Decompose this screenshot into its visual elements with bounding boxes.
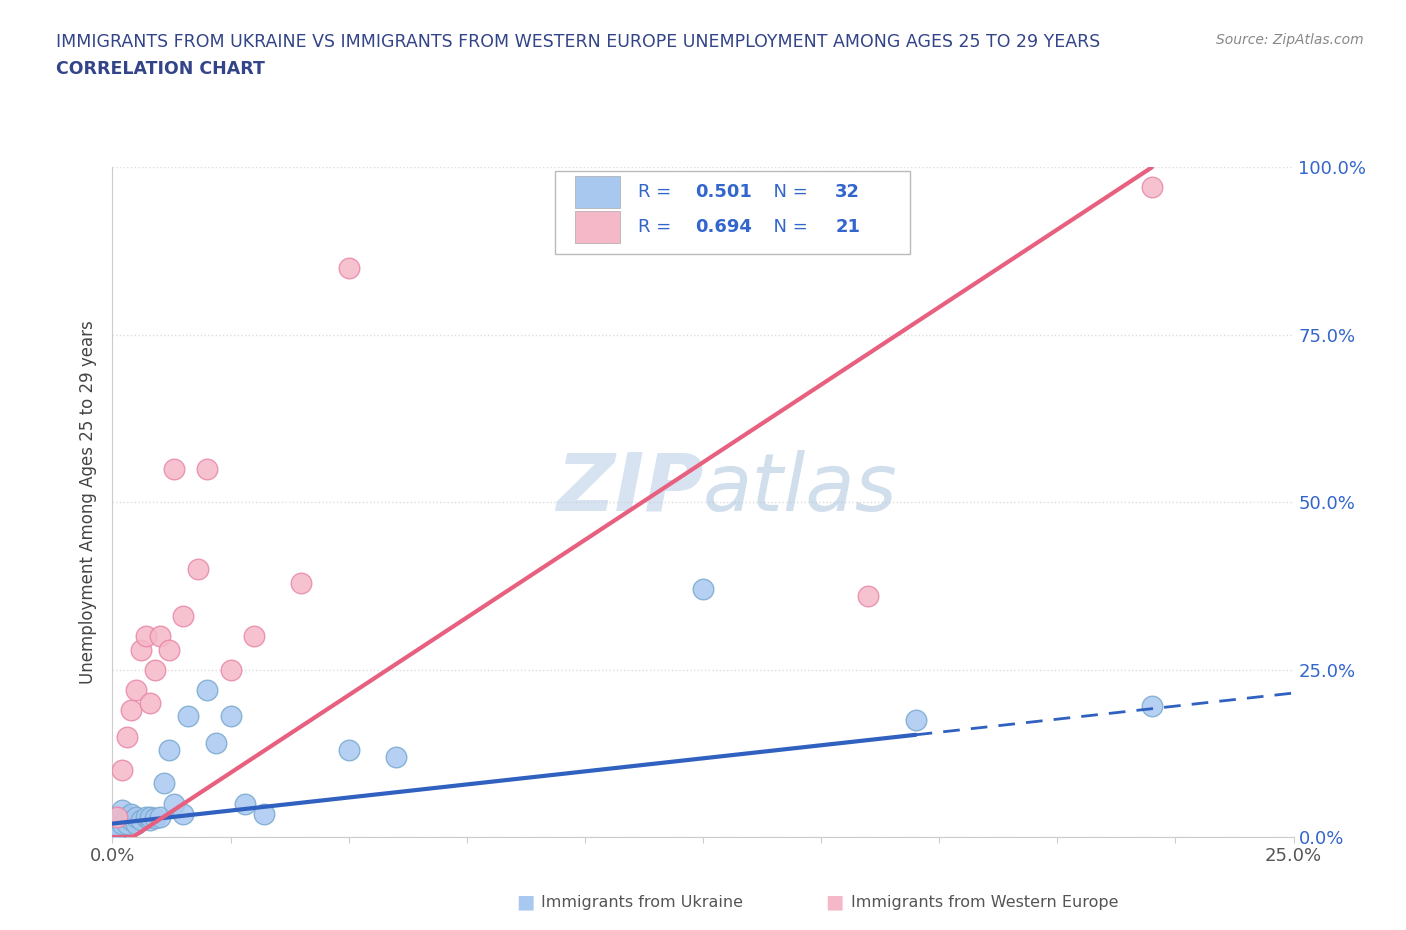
- Point: [157, 742, 180, 757]
- Point: [115, 729, 138, 744]
- Point: [135, 809, 157, 824]
- Point: [105, 809, 128, 824]
- Point: [120, 702, 142, 717]
- Point: [111, 763, 134, 777]
- Point: [135, 629, 157, 644]
- Text: 0.694: 0.694: [695, 219, 752, 236]
- Text: 32: 32: [835, 183, 860, 201]
- Text: Source: ZipAtlas.com: Source: ZipAtlas.com: [1216, 33, 1364, 46]
- Point: [243, 629, 266, 644]
- Text: 0.501: 0.501: [695, 183, 752, 201]
- Text: R =: R =: [638, 183, 678, 201]
- Point: [385, 750, 408, 764]
- Text: Immigrants from Ukraine: Immigrants from Ukraine: [541, 895, 744, 910]
- Point: [290, 575, 312, 590]
- Point: [195, 461, 218, 476]
- Y-axis label: Unemployment Among Ages 25 to 29 years: Unemployment Among Ages 25 to 29 years: [79, 320, 97, 684]
- Point: [139, 813, 162, 828]
- Point: [858, 589, 880, 604]
- Point: [105, 823, 128, 838]
- Text: N =: N =: [762, 219, 814, 236]
- Point: [195, 683, 218, 698]
- Point: [101, 817, 124, 831]
- Point: [125, 809, 148, 824]
- Text: IMMIGRANTS FROM UKRAINE VS IMMIGRANTS FROM WESTERN EUROPE UNEMPLOYMENT AMONG AGE: IMMIGRANTS FROM UKRAINE VS IMMIGRANTS FR…: [56, 33, 1101, 50]
- Point: [149, 809, 172, 824]
- Point: [125, 817, 148, 831]
- Point: [153, 776, 176, 790]
- Point: [115, 809, 138, 824]
- Text: 21: 21: [835, 219, 860, 236]
- Point: [172, 608, 194, 623]
- Point: [1140, 699, 1163, 714]
- Point: [253, 806, 276, 821]
- Point: [125, 683, 148, 698]
- Point: [143, 662, 166, 677]
- Point: [120, 806, 142, 821]
- Point: [105, 809, 128, 824]
- FancyBboxPatch shape: [555, 171, 910, 255]
- Point: [177, 709, 200, 724]
- Point: [149, 629, 172, 644]
- Point: [163, 461, 186, 476]
- Text: CORRELATION CHART: CORRELATION CHART: [56, 60, 266, 78]
- Point: [143, 811, 166, 826]
- Point: [337, 260, 360, 275]
- Point: [111, 803, 134, 817]
- Point: [205, 736, 228, 751]
- FancyBboxPatch shape: [575, 176, 620, 208]
- FancyBboxPatch shape: [575, 211, 620, 244]
- Point: [111, 817, 134, 831]
- Point: [115, 817, 138, 831]
- Point: [692, 582, 714, 597]
- Point: [139, 696, 162, 711]
- Text: ZIP: ZIP: [555, 450, 703, 528]
- Text: ■: ■: [825, 893, 844, 911]
- Point: [219, 662, 242, 677]
- Point: [1140, 180, 1163, 195]
- Point: [337, 742, 360, 757]
- Point: [219, 709, 242, 724]
- Text: atlas: atlas: [703, 450, 898, 528]
- Point: [139, 809, 162, 824]
- Text: N =: N =: [762, 183, 814, 201]
- Point: [163, 796, 186, 811]
- Point: [172, 806, 194, 821]
- Point: [120, 813, 142, 828]
- Text: ■: ■: [516, 893, 534, 911]
- Point: [129, 642, 152, 657]
- Point: [129, 813, 152, 828]
- Text: R =: R =: [638, 219, 678, 236]
- Point: [233, 796, 256, 811]
- Point: [186, 562, 208, 577]
- Point: [157, 642, 180, 657]
- Text: Immigrants from Western Europe: Immigrants from Western Europe: [851, 895, 1118, 910]
- Point: [904, 712, 927, 727]
